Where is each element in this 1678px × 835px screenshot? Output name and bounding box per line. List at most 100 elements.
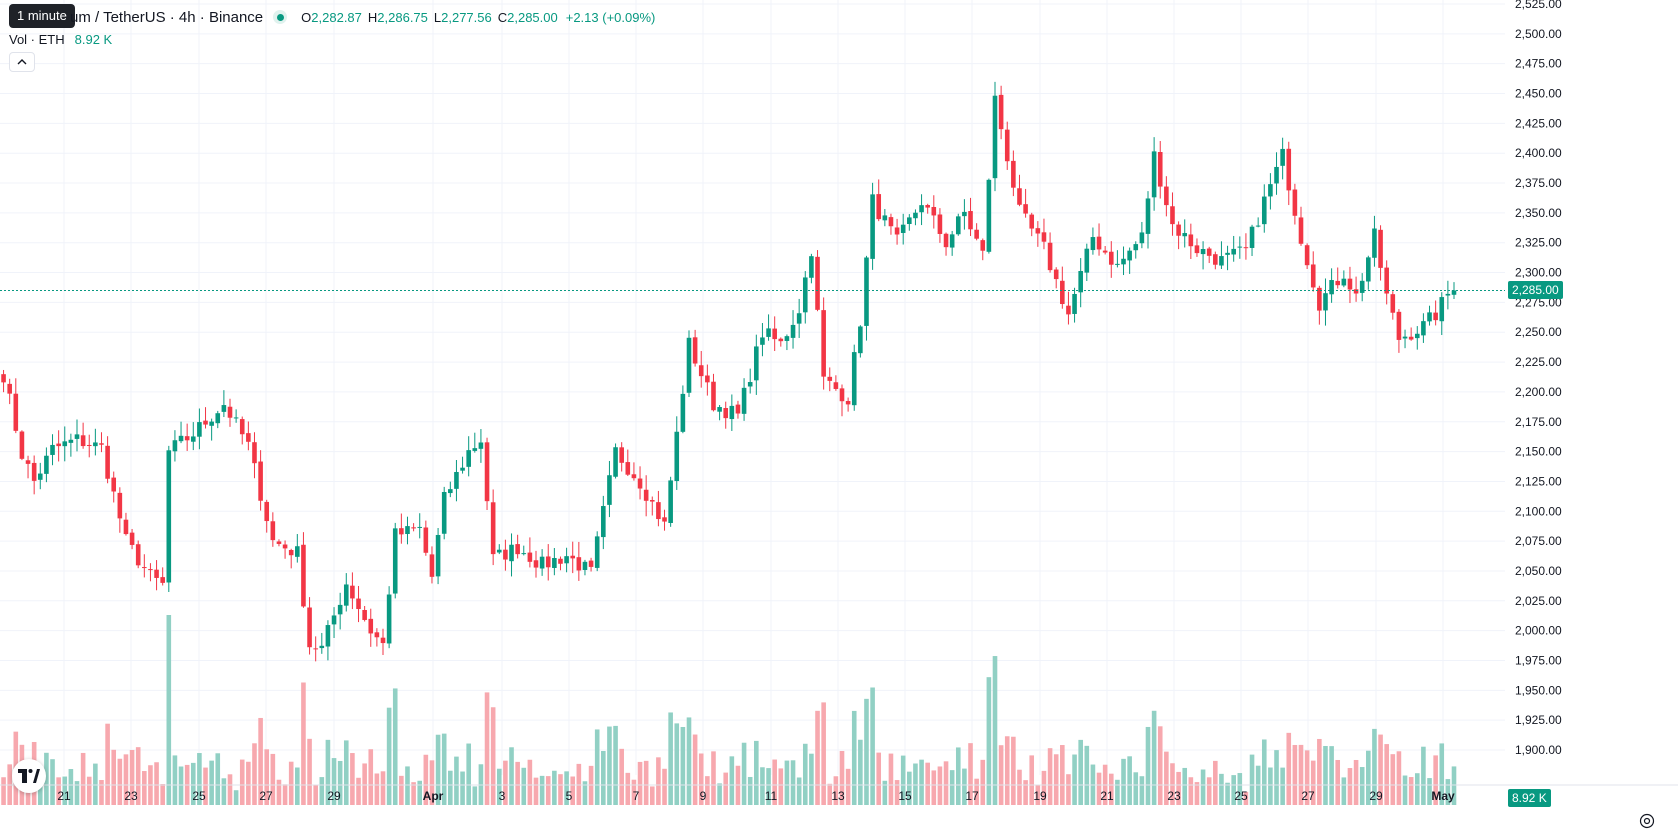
candle-body: [1170, 206, 1175, 225]
candle-body: [129, 532, 135, 545]
tradingview-logo-icon[interactable]: [12, 759, 46, 793]
candle-body: [1390, 294, 1396, 313]
candlesticks: [1, 81, 1457, 662]
time-tick-label: 27: [259, 789, 273, 803]
candle-body: [380, 637, 386, 644]
candle-body: [1414, 333, 1420, 339]
volume-bar: [766, 768, 771, 805]
volume-bar: [1213, 760, 1218, 805]
market-status-icon[interactable]: [273, 10, 288, 24]
candle-body: [821, 310, 826, 377]
candle-body: [1, 374, 6, 383]
time-tick-label: 11: [765, 789, 778, 803]
candle-body: [686, 337, 692, 393]
candle-body: [1206, 248, 1212, 256]
volume-bar: [515, 761, 520, 805]
candle-body: [1439, 297, 1445, 322]
candle-body: [490, 502, 496, 555]
candle-body: [1047, 242, 1053, 271]
volume-bar: [490, 707, 496, 805]
volume-bar: [558, 774, 563, 805]
candle-body: [1072, 293, 1077, 314]
candle-body: [1274, 166, 1279, 184]
candle-body: [252, 442, 257, 464]
volume-bar: [331, 758, 337, 805]
candle-body: [582, 561, 588, 570]
candle-body: [301, 544, 306, 607]
volume-bar: [105, 723, 110, 805]
volume-bar: [894, 780, 900, 805]
candle-body: [1200, 249, 1206, 255]
candle-body: [472, 448, 478, 451]
candle-body: [778, 338, 784, 342]
candle-body: [674, 431, 680, 482]
candle-body: [99, 443, 104, 445]
candle-body: [1139, 232, 1145, 244]
volume-bar: [1053, 754, 1059, 805]
volume-bar: [1310, 760, 1316, 805]
volume-bar: [93, 763, 98, 805]
volume-bar: [62, 776, 68, 805]
price-tick-label: 1,925.00: [1515, 713, 1562, 727]
candle-body: [570, 555, 576, 559]
time-tick-label: 15: [898, 789, 912, 803]
volume-bar: [1176, 771, 1181, 805]
candle-body: [943, 233, 949, 248]
volume-bar: [521, 767, 527, 805]
candle-body: [392, 528, 398, 594]
volume-bar: [1047, 748, 1053, 805]
candle-body: [649, 500, 655, 502]
candle-body: [747, 382, 753, 387]
volume-bar: [99, 780, 104, 805]
volume-bar: [851, 710, 857, 805]
volume-bar: [1451, 766, 1457, 805]
candle-body: [135, 544, 141, 566]
candle-body: [1078, 271, 1083, 293]
volume-bar: [1139, 776, 1145, 805]
candle-body: [705, 375, 710, 383]
volume-bar: [907, 771, 912, 805]
price-tick-label: 2,475.00: [1515, 57, 1562, 71]
volume-bar: [1115, 779, 1120, 805]
collapse-legend-button[interactable]: [9, 52, 35, 72]
candle-body: [56, 443, 61, 447]
volume-bar: [1084, 745, 1090, 805]
volume-bar: [876, 752, 882, 805]
volume-bar: [643, 760, 649, 805]
volume-bar: [166, 615, 172, 805]
volume-label[interactable]: Vol · ETH: [9, 32, 65, 47]
price-tick-label: 2,500.00: [1515, 27, 1562, 41]
symbol-title[interactable]: um / TetherUS · 4h · Binance: [70, 8, 264, 26]
candle-body: [1182, 233, 1188, 237]
volume-bar: [1304, 750, 1310, 805]
volume-bar: [1127, 756, 1132, 805]
candle-body: [1408, 336, 1414, 340]
volume-bar: [1108, 773, 1114, 805]
candle-body: [888, 217, 894, 227]
volume-bar: [760, 767, 765, 805]
volume-bar: [282, 784, 288, 805]
time-tick-label: 25: [1234, 789, 1248, 803]
time-tick-label: 9: [700, 789, 707, 803]
candle-body: [1102, 250, 1108, 253]
volume-bar: [741, 742, 747, 805]
candle-body: [460, 467, 465, 471]
volume-bar: [882, 780, 888, 805]
candle-body: [1421, 321, 1426, 336]
candle-body: [148, 569, 153, 571]
volume-bar: [864, 698, 869, 805]
volume-bar: [1292, 744, 1298, 805]
time-axis: 21 23 25 27 29 Apr 3 5 7 9 11 13 15 17 19 21 23 25 27 29 May: [0, 784, 1678, 803]
candle-body: [766, 328, 771, 337]
volume-bar: [533, 777, 539, 805]
candle-body: [919, 205, 924, 213]
volume-bar: [796, 777, 802, 805]
candle-body: [227, 406, 233, 418]
candle-body: [790, 324, 796, 338]
candle-body: [1433, 312, 1438, 321]
candle-body: [576, 557, 582, 571]
volume-bar: [686, 717, 692, 805]
volume-value: 8.92 K: [74, 32, 113, 47]
settings-gear-icon[interactable]: [1638, 812, 1656, 830]
